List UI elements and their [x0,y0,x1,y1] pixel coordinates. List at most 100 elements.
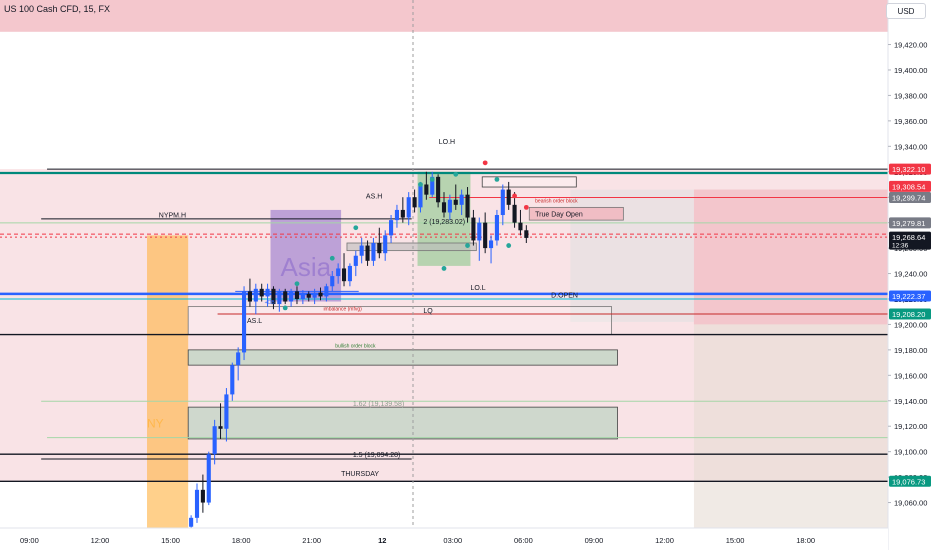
candle[interactable] [459,189,464,216]
signal-marker [453,171,459,177]
price-label[interactable]: 19,308.54 [889,180,931,192]
chart-annotation[interactable]: bearish order block [535,198,578,204]
candle[interactable] [330,270,335,292]
candle[interactable] [277,288,282,312]
price-label-bg [889,308,931,320]
candle[interactable] [341,253,347,287]
chart-annotation[interactable]: THURSDAY [341,471,379,478]
candle-body [312,292,317,298]
chart-annotation[interactable]: +OB [265,300,276,306]
candle[interactable] [430,171,435,198]
price-label[interactable]: 19,208.20 [889,308,931,320]
price-axis-panel[interactable] [888,0,932,550]
chart-annotation[interactable]: bullish order block [335,343,376,349]
candle[interactable] [483,212,488,254]
candle[interactable] [500,184,505,226]
candle[interactable] [406,192,411,226]
candle[interactable] [306,291,311,302]
candle[interactable] [418,181,423,213]
price-label[interactable]: 19,279.81 [889,217,931,229]
candle[interactable] [477,217,482,261]
candle[interactable] [230,362,235,401]
candle[interactable] [253,283,258,315]
candle[interactable] [206,451,211,506]
time-axis-panel[interactable] [0,528,888,550]
candle[interactable] [424,171,429,200]
candle[interactable] [383,230,388,261]
candle[interactable] [294,286,300,305]
candle[interactable] [400,197,405,223]
candle[interactable] [488,235,494,264]
candle[interactable] [441,192,447,218]
candle[interactable] [353,250,358,277]
candle[interactable] [524,225,529,244]
chart-annotation[interactable]: LO.L [470,285,485,292]
candle[interactable] [336,263,341,284]
candle[interactable] [453,184,458,210]
price-label[interactable]: 19,322.10 [889,163,931,175]
price-label[interactable]: 19,076.73 [889,475,931,487]
candle[interactable] [471,209,476,246]
candle[interactable] [518,209,523,236]
candle-body [418,184,423,208]
candle[interactable] [224,388,229,442]
candle[interactable] [300,290,305,305]
chart-annotation[interactable]: Asia [281,252,332,282]
candle[interactable] [271,286,276,310]
candle[interactable] [494,209,499,246]
candle[interactable] [312,288,317,305]
candle[interactable] [200,474,205,513]
candle[interactable] [247,278,252,307]
candle[interactable] [265,283,270,307]
signal-marker [353,225,359,231]
chart-annotation[interactable]: AS.H [366,193,382,200]
candle[interactable] [394,204,400,228]
chart-annotation[interactable]: True Day Open [535,211,583,218]
candle-body [259,288,264,297]
candle-body [488,240,494,249]
candle[interactable] [389,215,394,244]
x-tick-label: 03:00 [443,536,462,545]
chart-annotation[interactable]: imbalance (mfvg) [323,306,362,312]
candle[interactable] [236,347,241,381]
candle[interactable] [447,194,452,221]
chart-annotation[interactable]: D.OPEN [551,293,578,300]
candle[interactable] [212,419,217,465]
candle[interactable] [506,181,511,210]
price-label-text: 19,308.54 [892,182,925,191]
price-label[interactable]: 19,299.74 [889,192,931,204]
candle[interactable] [259,283,264,302]
candle-body [471,217,476,241]
candle[interactable] [241,286,247,361]
candle[interactable] [371,237,376,266]
price-label[interactable]: 19,222.37 [889,290,931,302]
chart-annotation[interactable]: 1.5 (19,094.28) [353,452,400,459]
candle[interactable] [318,287,323,301]
chart-annotation[interactable]: AS.L [247,318,262,325]
candle[interactable] [359,237,364,264]
candle[interactable] [347,263,352,287]
candle-body [371,243,376,261]
chart-annotation[interactable]: LO.H [439,139,455,146]
candle[interactable] [465,187,470,223]
candle[interactable] [377,227,382,259]
candle[interactable] [289,288,294,307]
candle[interactable] [283,288,288,305]
chart-annotation[interactable]: LQ [423,308,433,315]
candle[interactable] [365,240,370,266]
chart-annotation[interactable]: 2 (19,283.02) [423,219,465,226]
chart-annotation[interactable]: NYPM.H [159,213,186,220]
chart-annotation[interactable]: 1.62 (19,139.58) [353,401,404,408]
candle[interactable] [194,483,200,523]
candle-body [306,293,311,298]
candle[interactable] [218,403,223,439]
candle[interactable] [324,283,329,302]
currency-button[interactable]: USD [886,3,926,19]
x-tick-label: 15:00 [726,536,745,545]
candle[interactable] [436,174,441,208]
chart-annotation[interactable]: NY [147,416,164,430]
candle[interactable] [412,189,417,213]
